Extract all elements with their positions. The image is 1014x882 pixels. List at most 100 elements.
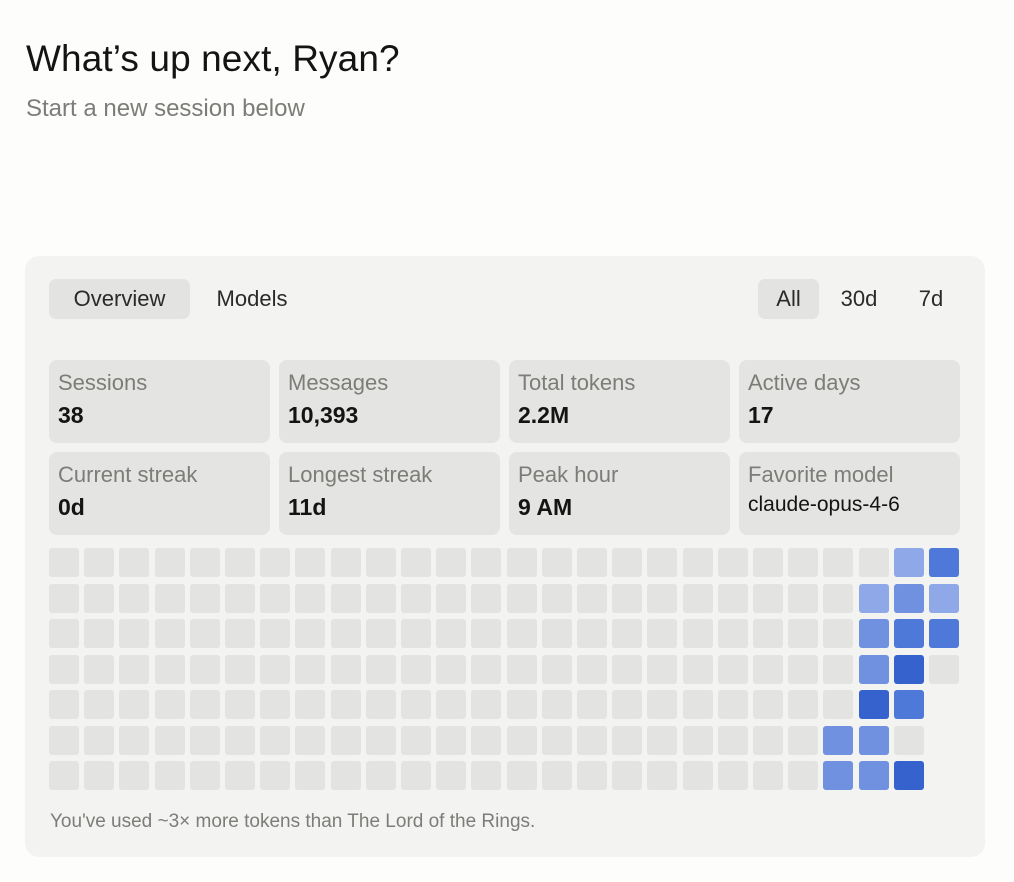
activity-cell bbox=[260, 761, 290, 790]
activity-cell bbox=[612, 548, 642, 577]
activity-cell bbox=[788, 619, 818, 648]
activity-cell bbox=[190, 726, 220, 755]
activity-cell bbox=[753, 548, 783, 577]
stat-value: 9 AM bbox=[518, 494, 573, 520]
activity-cell bbox=[366, 584, 396, 613]
greeting-title: What’s up next, Ryan? bbox=[26, 38, 400, 79]
activity-cell bbox=[119, 761, 149, 790]
activity-cell bbox=[577, 761, 607, 790]
activity-cell bbox=[788, 726, 818, 755]
activity-cell-active bbox=[894, 655, 924, 684]
range-all-button[interactable]: All bbox=[758, 279, 819, 319]
activity-cell bbox=[788, 761, 818, 790]
stat-value: 38 bbox=[58, 402, 84, 428]
activity-cell bbox=[788, 655, 818, 684]
activity-cell bbox=[612, 690, 642, 719]
activity-cell bbox=[647, 619, 677, 648]
activity-cell bbox=[753, 726, 783, 755]
activity-cell bbox=[542, 548, 572, 577]
activity-cell bbox=[683, 726, 713, 755]
stat-label: Sessions bbox=[58, 370, 148, 395]
activity-cell bbox=[260, 548, 290, 577]
activity-cell bbox=[612, 584, 642, 613]
activity-cell bbox=[331, 584, 361, 613]
activity-cell bbox=[155, 761, 185, 790]
range-30d-button[interactable]: 30d bbox=[840, 286, 878, 311]
activity-cell bbox=[577, 655, 607, 684]
activity-cell bbox=[295, 726, 325, 755]
activity-cell bbox=[894, 726, 924, 755]
tab-overview[interactable]: Overview bbox=[49, 279, 190, 319]
activity-cell-active bbox=[894, 548, 924, 577]
activity-cell bbox=[683, 584, 713, 613]
activity-cell bbox=[507, 584, 537, 613]
activity-cell bbox=[295, 619, 325, 648]
activity-cell bbox=[260, 726, 290, 755]
tab-models[interactable]: Models bbox=[216, 286, 288, 311]
activity-cell-active bbox=[859, 655, 889, 684]
activity-cell bbox=[49, 690, 79, 719]
activity-cell bbox=[436, 690, 466, 719]
stat-label: Peak hour bbox=[518, 462, 619, 487]
activity-cell bbox=[647, 761, 677, 790]
stat-label: Total tokens bbox=[518, 370, 636, 395]
activity-cell bbox=[84, 548, 114, 577]
stat-label: Current streak bbox=[58, 462, 198, 487]
activity-cell bbox=[225, 726, 255, 755]
activity-cell bbox=[155, 619, 185, 648]
activity-cell-active bbox=[894, 761, 924, 790]
activity-cell bbox=[612, 655, 642, 684]
stat-sessions: Sessions 38 bbox=[49, 360, 270, 443]
activity-cell bbox=[366, 726, 396, 755]
activity-cell bbox=[190, 548, 220, 577]
activity-cell bbox=[331, 726, 361, 755]
activity-cell bbox=[507, 761, 537, 790]
activity-cell bbox=[647, 548, 677, 577]
activity-cell bbox=[331, 548, 361, 577]
activity-cell-active bbox=[929, 619, 959, 648]
activity-cell bbox=[49, 584, 79, 613]
activity-cell bbox=[471, 548, 501, 577]
activity-cell-active bbox=[859, 761, 889, 790]
activity-cell bbox=[753, 584, 783, 613]
activity-cell bbox=[507, 726, 537, 755]
activity-cell bbox=[542, 726, 572, 755]
activity-cell bbox=[84, 584, 114, 613]
activity-cell bbox=[753, 761, 783, 790]
activity-cell bbox=[260, 619, 290, 648]
range-7d-button[interactable]: 7d bbox=[918, 286, 944, 311]
stat-longest-streak: Longest streak 11d bbox=[279, 452, 500, 535]
stat-value: 2.2M bbox=[518, 402, 570, 428]
activity-cell bbox=[507, 548, 537, 577]
activity-cell bbox=[331, 619, 361, 648]
activity-cell bbox=[119, 655, 149, 684]
activity-cell bbox=[718, 690, 748, 719]
activity-cell-active bbox=[894, 619, 924, 648]
activity-cell bbox=[119, 619, 149, 648]
stat-value: 10,393 bbox=[288, 402, 359, 428]
activity-cell bbox=[929, 655, 959, 684]
activity-cell bbox=[823, 548, 853, 577]
activity-cell bbox=[190, 761, 220, 790]
activity-cell bbox=[49, 619, 79, 648]
activity-cell bbox=[647, 690, 677, 719]
activity-cell bbox=[49, 761, 79, 790]
activity-cell bbox=[647, 584, 677, 613]
stat-total-tokens: Total tokens 2.2M bbox=[509, 360, 730, 443]
stat-value: claude-opus-4-6 bbox=[748, 493, 900, 516]
activity-cell bbox=[577, 726, 607, 755]
activity-cell bbox=[331, 690, 361, 719]
activity-cell bbox=[577, 548, 607, 577]
activity-cell bbox=[295, 655, 325, 684]
activity-cell bbox=[119, 690, 149, 719]
activity-cell bbox=[612, 726, 642, 755]
activity-cell bbox=[507, 619, 537, 648]
activity-cell bbox=[119, 584, 149, 613]
activity-cell bbox=[577, 690, 607, 719]
activity-cell bbox=[718, 548, 748, 577]
stat-label: Longest streak bbox=[288, 462, 433, 487]
activity-cell bbox=[84, 690, 114, 719]
activity-cell bbox=[295, 761, 325, 790]
activity-cell bbox=[436, 619, 466, 648]
activity-cell bbox=[542, 761, 572, 790]
